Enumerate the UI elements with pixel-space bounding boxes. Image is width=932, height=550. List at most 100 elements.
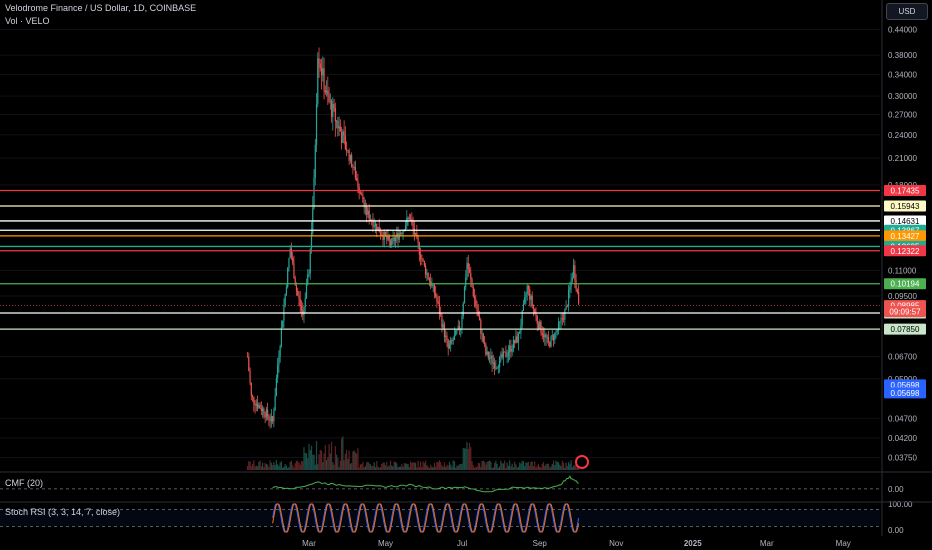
volume-bar <box>524 466 526 470</box>
candle-body <box>349 155 351 161</box>
volume-bar <box>250 466 252 470</box>
volume-bar <box>564 467 566 470</box>
volume-bar <box>540 467 542 470</box>
volume-bar <box>417 460 419 470</box>
candle-body <box>575 280 577 290</box>
price-tick-label: 0.04200 <box>888 434 917 443</box>
candle-body <box>251 395 254 397</box>
volume-bar <box>477 462 479 470</box>
horizontal-levels[interactable] <box>0 189 880 330</box>
volume-bar <box>397 467 399 470</box>
volume-bar <box>270 462 272 470</box>
volume-bar <box>458 464 461 470</box>
volume-bar <box>348 450 350 470</box>
candle-body <box>398 233 400 240</box>
candle-body <box>472 286 474 297</box>
volume-bar <box>535 467 537 470</box>
volume-bar <box>466 442 468 470</box>
pane-dividers[interactable] <box>0 0 932 536</box>
cmf-pane[interactable]: 0.00 <box>0 475 904 494</box>
candle-body <box>388 236 390 241</box>
level-tag: 0.10194 <box>891 280 920 289</box>
volume-bar <box>253 460 255 470</box>
candle-body <box>482 333 484 343</box>
candle-body <box>453 335 456 340</box>
candle-body <box>295 285 298 292</box>
price-axis-tags: 0.174350.159430.146310.138670.134270.126… <box>884 184 926 399</box>
currency-selector[interactable]: USD <box>886 3 928 20</box>
price-tick-label: 0.05900 <box>888 375 917 384</box>
volume-bar <box>472 465 474 470</box>
volume-bar <box>265 464 267 470</box>
candle-body <box>346 149 348 152</box>
volume-bar <box>409 461 412 470</box>
candle-body <box>359 192 362 195</box>
candle-body <box>467 263 469 270</box>
candle-body <box>499 356 501 368</box>
price-tick-label: 0.27000 <box>888 110 917 119</box>
stoch-rsi-pane[interactable]: 100.00 0.00 <box>0 500 913 535</box>
candle-body <box>320 67 323 76</box>
price-tick-label: 0.30000 <box>888 92 917 101</box>
cmf-line <box>272 475 579 493</box>
time-tick-label: Nov <box>609 539 623 548</box>
volume-bar <box>473 467 476 470</box>
volume-bar <box>500 460 502 470</box>
volume-bar <box>414 462 417 470</box>
stoch-rsi-title: Stoch RSI (3, 3, 14, 7, close) <box>5 507 121 517</box>
volume-bar <box>398 466 400 470</box>
candle-body <box>465 277 467 287</box>
volume-bar <box>408 467 410 470</box>
volume-bar <box>369 464 372 470</box>
candle-body <box>344 135 346 150</box>
price-tick-label: 0.38000 <box>888 51 917 60</box>
candle-body <box>389 240 392 246</box>
candle-body <box>366 206 368 215</box>
volume-bar <box>470 447 472 470</box>
volume-bar <box>303 447 305 470</box>
volume-bar <box>522 461 525 470</box>
level-tag: 0.07850 <box>891 325 920 334</box>
candle-body <box>308 273 310 275</box>
volume-bar <box>352 451 354 470</box>
candle-body <box>305 284 308 299</box>
candle-body <box>540 321 542 334</box>
volume-bar <box>501 463 503 470</box>
volume-bar <box>435 466 437 470</box>
price-candles[interactable] <box>246 47 589 469</box>
volume-bar <box>300 460 303 470</box>
candle-body <box>250 382 252 396</box>
volume-bar <box>521 460 523 470</box>
candle-body <box>333 104 335 108</box>
volume-bar <box>274 465 276 470</box>
volume-bar <box>499 466 501 470</box>
candle-body <box>550 336 552 347</box>
candle-body <box>335 120 338 122</box>
price-tick-label: 0.44000 <box>888 26 917 35</box>
volume-bar <box>358 467 360 470</box>
candle-body <box>248 356 250 371</box>
price-tag: 09:09:57 <box>889 308 921 317</box>
volume-bar <box>541 463 543 470</box>
candle-body <box>409 219 412 221</box>
volume-bar <box>382 462 384 470</box>
volume-bar <box>560 466 562 470</box>
volume-bar <box>525 462 527 470</box>
candle-body <box>475 299 477 307</box>
volume-bar <box>573 465 575 470</box>
time-axis[interactable]: Mar May Jul Sep Nov 2025 Mar May <box>302 539 851 548</box>
volume-bar <box>487 461 489 470</box>
volume-bar <box>298 462 300 470</box>
volume-bar <box>394 461 397 470</box>
candle-body <box>442 324 444 328</box>
volume-bar <box>307 458 309 470</box>
candle-body <box>289 248 291 259</box>
candle-body <box>507 352 510 356</box>
volume-bar <box>471 461 473 470</box>
volume-bar <box>411 462 413 470</box>
volume-bar <box>509 460 511 470</box>
volume-bar <box>402 466 404 470</box>
volume-bar <box>320 450 323 470</box>
candle-body <box>566 306 568 308</box>
